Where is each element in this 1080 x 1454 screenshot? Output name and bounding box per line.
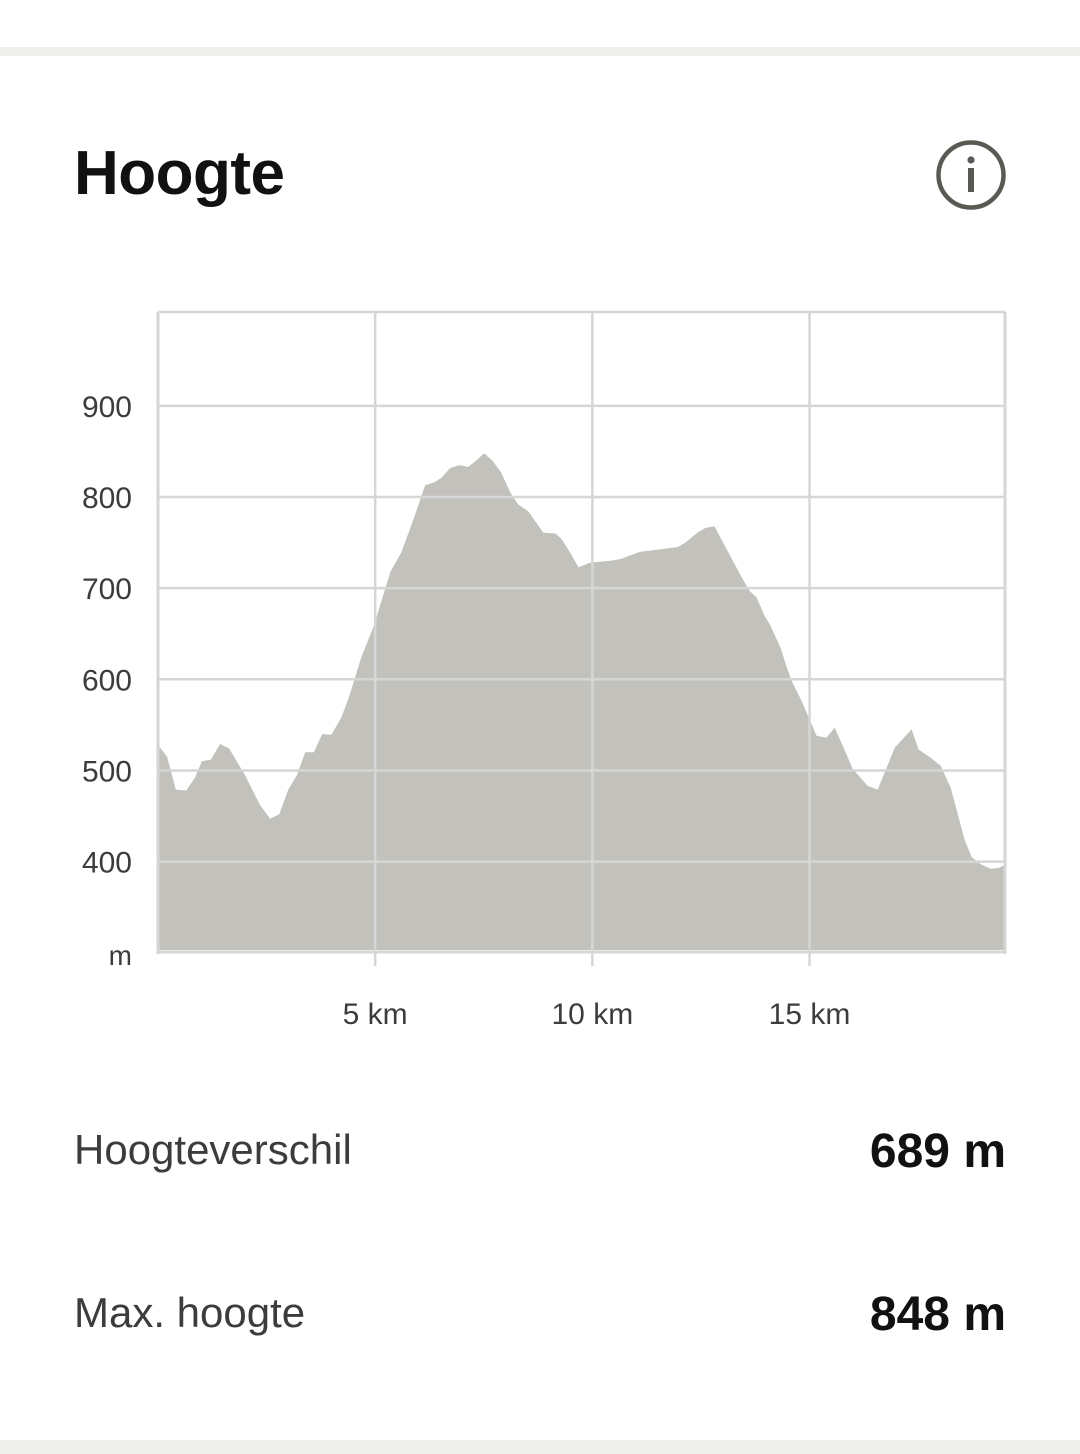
section-title: Hoogte [74, 139, 285, 208]
y-tick-label: 600 [82, 664, 132, 697]
y-tick-label: 400 [82, 847, 132, 880]
x-tick-label: 5 km [343, 998, 408, 1031]
max-elevation-value: 848 m [869, 1288, 1006, 1341]
bottom-divider [0, 1440, 1080, 1454]
info-circle-icon[interactable] [936, 140, 1006, 210]
top-divider [0, 47, 1080, 56]
y-tick-label: 800 [82, 482, 132, 515]
y-tick-label: 700 [82, 573, 132, 606]
x-tick-label: 15 km [769, 998, 851, 1031]
elevation-chart: 400 500 600 700 800 900 5 km 10 km 15 km m [82, 310, 1007, 1031]
elevation-gain-value: 689 m [869, 1125, 1006, 1178]
elevation-gain-label: Hoogteverschil [74, 1126, 352, 1173]
y-axis-unit: m [109, 940, 132, 971]
elevation-area [158, 453, 1006, 950]
max-elevation-label: Max. hoogte [74, 1289, 306, 1336]
y-tick-label: 500 [82, 755, 132, 788]
x-tick-label: 10 km [552, 998, 634, 1031]
y-tick-label: 900 [82, 391, 132, 424]
